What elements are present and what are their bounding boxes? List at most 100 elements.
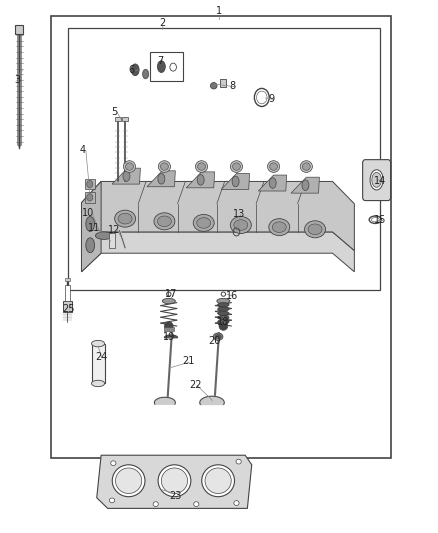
Text: 3: 3 xyxy=(14,76,20,85)
Bar xyxy=(65,285,70,301)
Polygon shape xyxy=(221,173,250,189)
Ellipse shape xyxy=(205,468,231,494)
Ellipse shape xyxy=(213,333,223,341)
Ellipse shape xyxy=(110,498,115,503)
Bar xyxy=(68,28,380,290)
Ellipse shape xyxy=(202,465,234,497)
Ellipse shape xyxy=(157,216,171,227)
Ellipse shape xyxy=(154,213,175,230)
Ellipse shape xyxy=(218,320,229,324)
Bar xyxy=(65,278,70,281)
Ellipse shape xyxy=(161,468,187,494)
Polygon shape xyxy=(200,396,224,405)
Polygon shape xyxy=(85,179,95,189)
Text: 17: 17 xyxy=(165,289,177,299)
Ellipse shape xyxy=(195,161,208,172)
Ellipse shape xyxy=(218,307,229,311)
Ellipse shape xyxy=(218,303,229,307)
Text: 4: 4 xyxy=(80,144,86,155)
Ellipse shape xyxy=(230,161,243,172)
Ellipse shape xyxy=(162,298,175,304)
Bar xyxy=(51,15,392,458)
Ellipse shape xyxy=(269,219,290,236)
Text: 12: 12 xyxy=(108,225,120,236)
Ellipse shape xyxy=(95,232,113,239)
Ellipse shape xyxy=(234,500,239,505)
Text: 19: 19 xyxy=(162,332,175,342)
Text: 23: 23 xyxy=(169,491,181,501)
Ellipse shape xyxy=(157,61,165,72)
Text: 8: 8 xyxy=(229,81,235,91)
Ellipse shape xyxy=(219,322,228,330)
Ellipse shape xyxy=(86,216,95,231)
Text: 11: 11 xyxy=(88,223,101,233)
Ellipse shape xyxy=(158,161,170,172)
Ellipse shape xyxy=(116,468,142,494)
Text: 20: 20 xyxy=(208,336,221,346)
Polygon shape xyxy=(291,177,319,193)
Polygon shape xyxy=(154,397,175,404)
Text: 6: 6 xyxy=(129,65,135,75)
Ellipse shape xyxy=(197,217,211,228)
Ellipse shape xyxy=(217,298,230,304)
Text: 7: 7 xyxy=(157,56,163,66)
Ellipse shape xyxy=(87,180,93,188)
Ellipse shape xyxy=(370,169,383,190)
Ellipse shape xyxy=(158,173,165,184)
Polygon shape xyxy=(258,175,287,191)
Polygon shape xyxy=(97,455,252,508)
Polygon shape xyxy=(186,172,215,188)
Ellipse shape xyxy=(218,311,229,316)
Text: 15: 15 xyxy=(374,215,387,225)
Polygon shape xyxy=(81,181,354,251)
Text: 13: 13 xyxy=(233,209,245,220)
Bar xyxy=(220,79,226,87)
Ellipse shape xyxy=(372,172,381,187)
Text: 2: 2 xyxy=(159,18,166,28)
Text: 24: 24 xyxy=(95,352,107,362)
Bar xyxy=(63,301,72,312)
Ellipse shape xyxy=(268,161,280,172)
Ellipse shape xyxy=(198,163,205,170)
Text: 9: 9 xyxy=(268,94,275,104)
Text: 5: 5 xyxy=(111,107,117,117)
Ellipse shape xyxy=(236,459,241,464)
Text: 1: 1 xyxy=(216,6,222,17)
Bar xyxy=(164,327,173,332)
Text: 14: 14 xyxy=(374,176,387,187)
Ellipse shape xyxy=(160,163,168,170)
Text: 22: 22 xyxy=(190,379,202,390)
Ellipse shape xyxy=(233,163,240,170)
Ellipse shape xyxy=(270,163,278,170)
Polygon shape xyxy=(85,192,95,203)
Polygon shape xyxy=(112,168,141,184)
Ellipse shape xyxy=(115,210,136,227)
Ellipse shape xyxy=(194,502,199,506)
Text: 10: 10 xyxy=(82,208,94,219)
Polygon shape xyxy=(147,171,175,187)
Ellipse shape xyxy=(304,221,325,238)
Ellipse shape xyxy=(87,193,93,201)
Text: 16: 16 xyxy=(226,290,238,301)
Ellipse shape xyxy=(153,502,158,506)
Ellipse shape xyxy=(92,380,105,386)
Ellipse shape xyxy=(232,176,239,187)
FancyBboxPatch shape xyxy=(363,160,391,200)
Ellipse shape xyxy=(158,465,191,497)
Text: 25: 25 xyxy=(62,304,74,314)
Ellipse shape xyxy=(230,216,251,233)
Bar xyxy=(122,117,128,122)
Ellipse shape xyxy=(197,174,204,185)
Ellipse shape xyxy=(215,335,221,339)
Ellipse shape xyxy=(112,465,145,497)
Ellipse shape xyxy=(131,64,139,76)
Polygon shape xyxy=(81,232,354,272)
Ellipse shape xyxy=(234,220,248,230)
Ellipse shape xyxy=(86,238,95,253)
Ellipse shape xyxy=(193,214,214,231)
Bar xyxy=(115,117,121,122)
Text: 21: 21 xyxy=(182,356,194,366)
Ellipse shape xyxy=(118,213,132,224)
Ellipse shape xyxy=(269,177,276,188)
Ellipse shape xyxy=(164,322,173,330)
